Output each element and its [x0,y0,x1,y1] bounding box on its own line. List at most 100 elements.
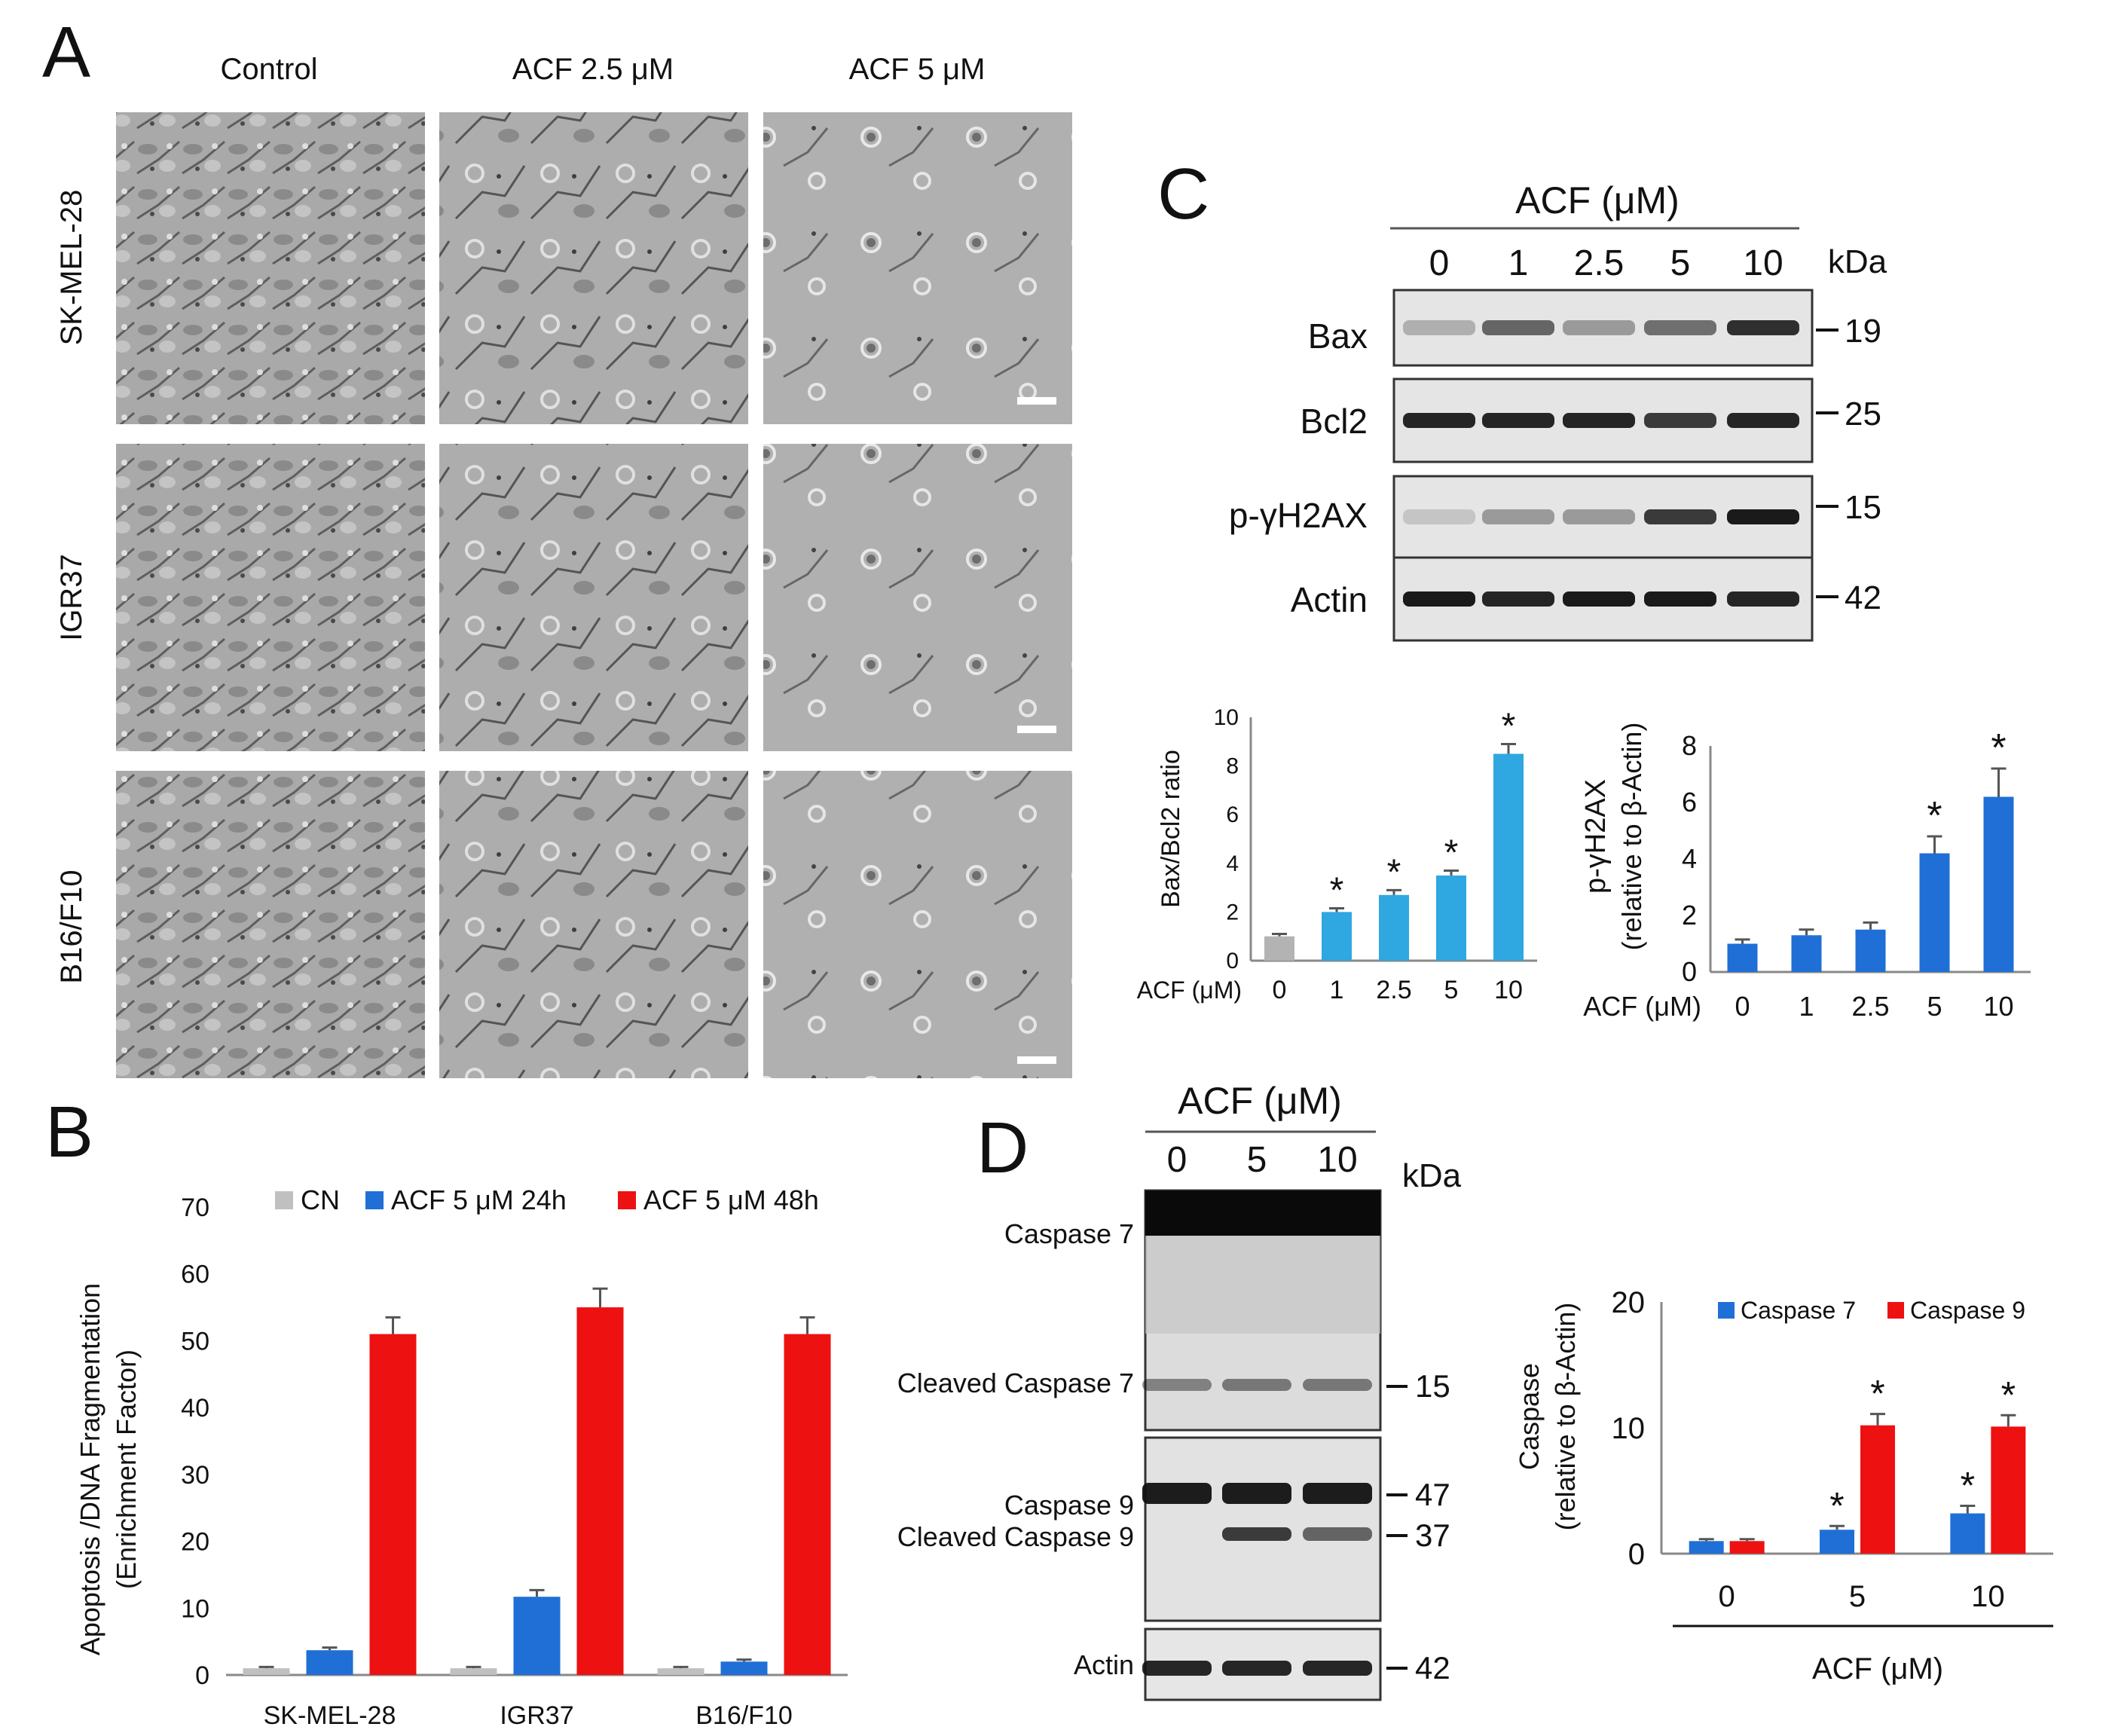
panel-b-ytick: 60 [181,1261,209,1289]
panel-d-asterisk: * [1961,1465,1975,1507]
panel-c-chart2-xtick: 2.5 [1851,991,1889,1022]
panel-b-ytick: 20 [181,1528,209,1557]
panel-c-chart1-ylabel: Bax/Bcl2 ratio [1157,750,1185,908]
panel-c-blot-band [1727,509,1799,524]
panel-c-chart2-xtick: 5 [1927,991,1942,1022]
panel-letter-c: C [1157,154,1209,234]
row-label-sk-mel-28: SK-MEL-28 [55,190,88,346]
panel-c-blot-band [1644,413,1716,428]
panel-c-chart1-xtick: 0 [1273,976,1287,1004]
panel-d-bar [1991,1426,2026,1554]
panel-d-lane-label: 0 [1167,1140,1187,1180]
caspase7-blot-top-band [1145,1190,1380,1236]
panel-c-marker-label: 15 [1845,489,1881,526]
panel-d-blot: ACF (μM) kDa Caspase 7 Cleaved Caspase 7… [897,1080,1462,1701]
panel-d-xtick: 0 [1719,1580,1735,1613]
panel-c-blot-band [1563,509,1635,524]
panel-c-chart1-bar [1264,936,1294,961]
panel-b-bar [450,1668,497,1675]
panel-d-lane-label: 10 [1317,1140,1357,1180]
panel-d-bar [1689,1541,1724,1554]
panel-b-ytick: 0 [195,1661,209,1690]
panel-d-blot-band [1303,1379,1372,1391]
panel-b-xtick: SK-MEL-28 [264,1701,396,1730]
panel-d-ylabel-line2: (relative to β-Actin) [1550,1303,1581,1531]
panel-c-blot-band [1644,320,1716,335]
panel-d-ytick: 20 [1612,1286,1646,1319]
panel-c-chart1-bar [1322,912,1352,961]
panel-c-blot-band [1403,320,1475,335]
panel-c-blot-band [1563,591,1635,607]
col-header-control: Control [221,53,318,86]
panel-b-bar [576,1307,624,1675]
panel-letter-b: B [45,1092,93,1172]
panel-b-xtick: B16/F10 [695,1701,793,1730]
panel-c-chart1-ytick: 8 [1226,754,1239,779]
panel-c-chart1-asterisk: * [1444,833,1459,873]
panel-c-chart2-bar [1855,929,1886,972]
label-cleaved-caspase7: Cleaved Caspase 7 [897,1368,1134,1398]
panel-c-blot-band [1563,413,1635,428]
panel-c-blot-band [1482,320,1554,335]
panel-d-legend-swatch [1887,1302,1904,1319]
panel-c-lane-label: 5 [1670,243,1691,283]
panel-c-blot-band [1403,413,1475,428]
panel-c-blot-band [1482,591,1554,607]
row-label-b16f10: B16/F10 [55,870,88,983]
panel-c-blot-band [1563,320,1635,335]
panel-d-asterisk: * [2001,1374,2016,1416]
micrograph-igr37-control [116,444,425,751]
panel-c-chart1-asterisk: * [1330,871,1344,911]
micrograph-sk-mel-28-acf-2-5 [439,112,748,424]
panel-c-blot: ACF (μM) kDa 0 1 2.5 5 10 Bax 19 Bcl2 25 p-γH2AX 1… [1229,179,1887,642]
panel-b-ytick: 30 [181,1461,209,1490]
marker-37: 37 [1415,1517,1450,1553]
micrograph-igr37-acf-2-5 [439,444,748,751]
panel-c-chart1-asterisk: * [1387,852,1401,892]
micrograph-b16f10-acf-5 [763,771,1072,1078]
micrograph-b16f10-acf-2-5 [439,771,748,1078]
panel-c-chart1-bar [1493,753,1524,961]
row-label-igr37: IGR37 [55,554,88,641]
panel-b-bar [784,1334,831,1675]
panel-b-ylabel-line1: Apoptosis /DNA Fragmentation [75,1283,105,1655]
panel-a: Control ACF 2.5 μM ACF 5 μM SK-MEL-28 IG… [55,53,1072,1078]
panel-c-chart1-xtick: 2.5 [1376,976,1411,1004]
panel-c-blot-band [1403,509,1475,524]
panel-d-blot-band [1142,1483,1212,1504]
panel-c-chart1-xlabel: ACF (μM) [1137,976,1242,1004]
panel-c-chart2-xtick: 0 [1735,991,1750,1022]
scale-bar-2 [1017,726,1056,733]
panel-c-row-label: Actin [1291,580,1368,619]
panel-c-chart1-ytick: 4 [1226,851,1239,876]
label-actin-d: Actin [1074,1649,1134,1680]
panel-d-ytick: 0 [1628,1538,1645,1571]
panel-b-bar [513,1597,561,1675]
panel-d-kda-label: kDa [1402,1157,1462,1194]
panel-c-chart1-xtick: 5 [1444,976,1459,1004]
panel-c-chart2-ytick: 6 [1682,787,1697,818]
panel-c-bax-bcl2-chart: Bax/Bcl2 ratio 0 2 4 6 8 10 ACF (μM) 0 1 * 2.5 * 5 * 1… [1137,705,1537,1004]
panel-c-chart1-bar [1436,875,1466,961]
panel-d-bar [1860,1425,1895,1554]
panel-d-blot-band [1222,1527,1291,1541]
panel-c-chart2-bar [1791,935,1822,972]
panel-c-chart2-xlabel: ACF (μM) [1583,991,1701,1022]
panel-c-chart1-xtick: 10 [1494,976,1523,1004]
panel-c-chart1-ytick: 6 [1226,802,1239,827]
panel-d-legend-swatch [1718,1302,1735,1319]
panel-c-lane-label: 1 [1508,243,1529,283]
panel-d-blot-header: ACF (μM) [1178,1080,1342,1122]
panel-b-legend-label: CN [301,1184,340,1215]
panel-c-marker-label: 42 [1845,579,1881,616]
panel-d-asterisk: * [1870,1373,1884,1415]
panel-c-chart2-xtick: 10 [1983,991,2013,1022]
panel-b-legend-label: ACF 5 μM 48h [643,1184,819,1215]
panel-b-ytick: 40 [181,1394,209,1423]
panel-c-row-label: p-γH2AX [1229,496,1368,535]
panel-d-bar [1729,1541,1765,1554]
panel-b-ytick: 10 [181,1594,209,1623]
panel-c-chart2-bar [1919,853,1950,972]
marker-42-d: 42 [1415,1650,1450,1686]
panel-b-bar [657,1668,705,1675]
